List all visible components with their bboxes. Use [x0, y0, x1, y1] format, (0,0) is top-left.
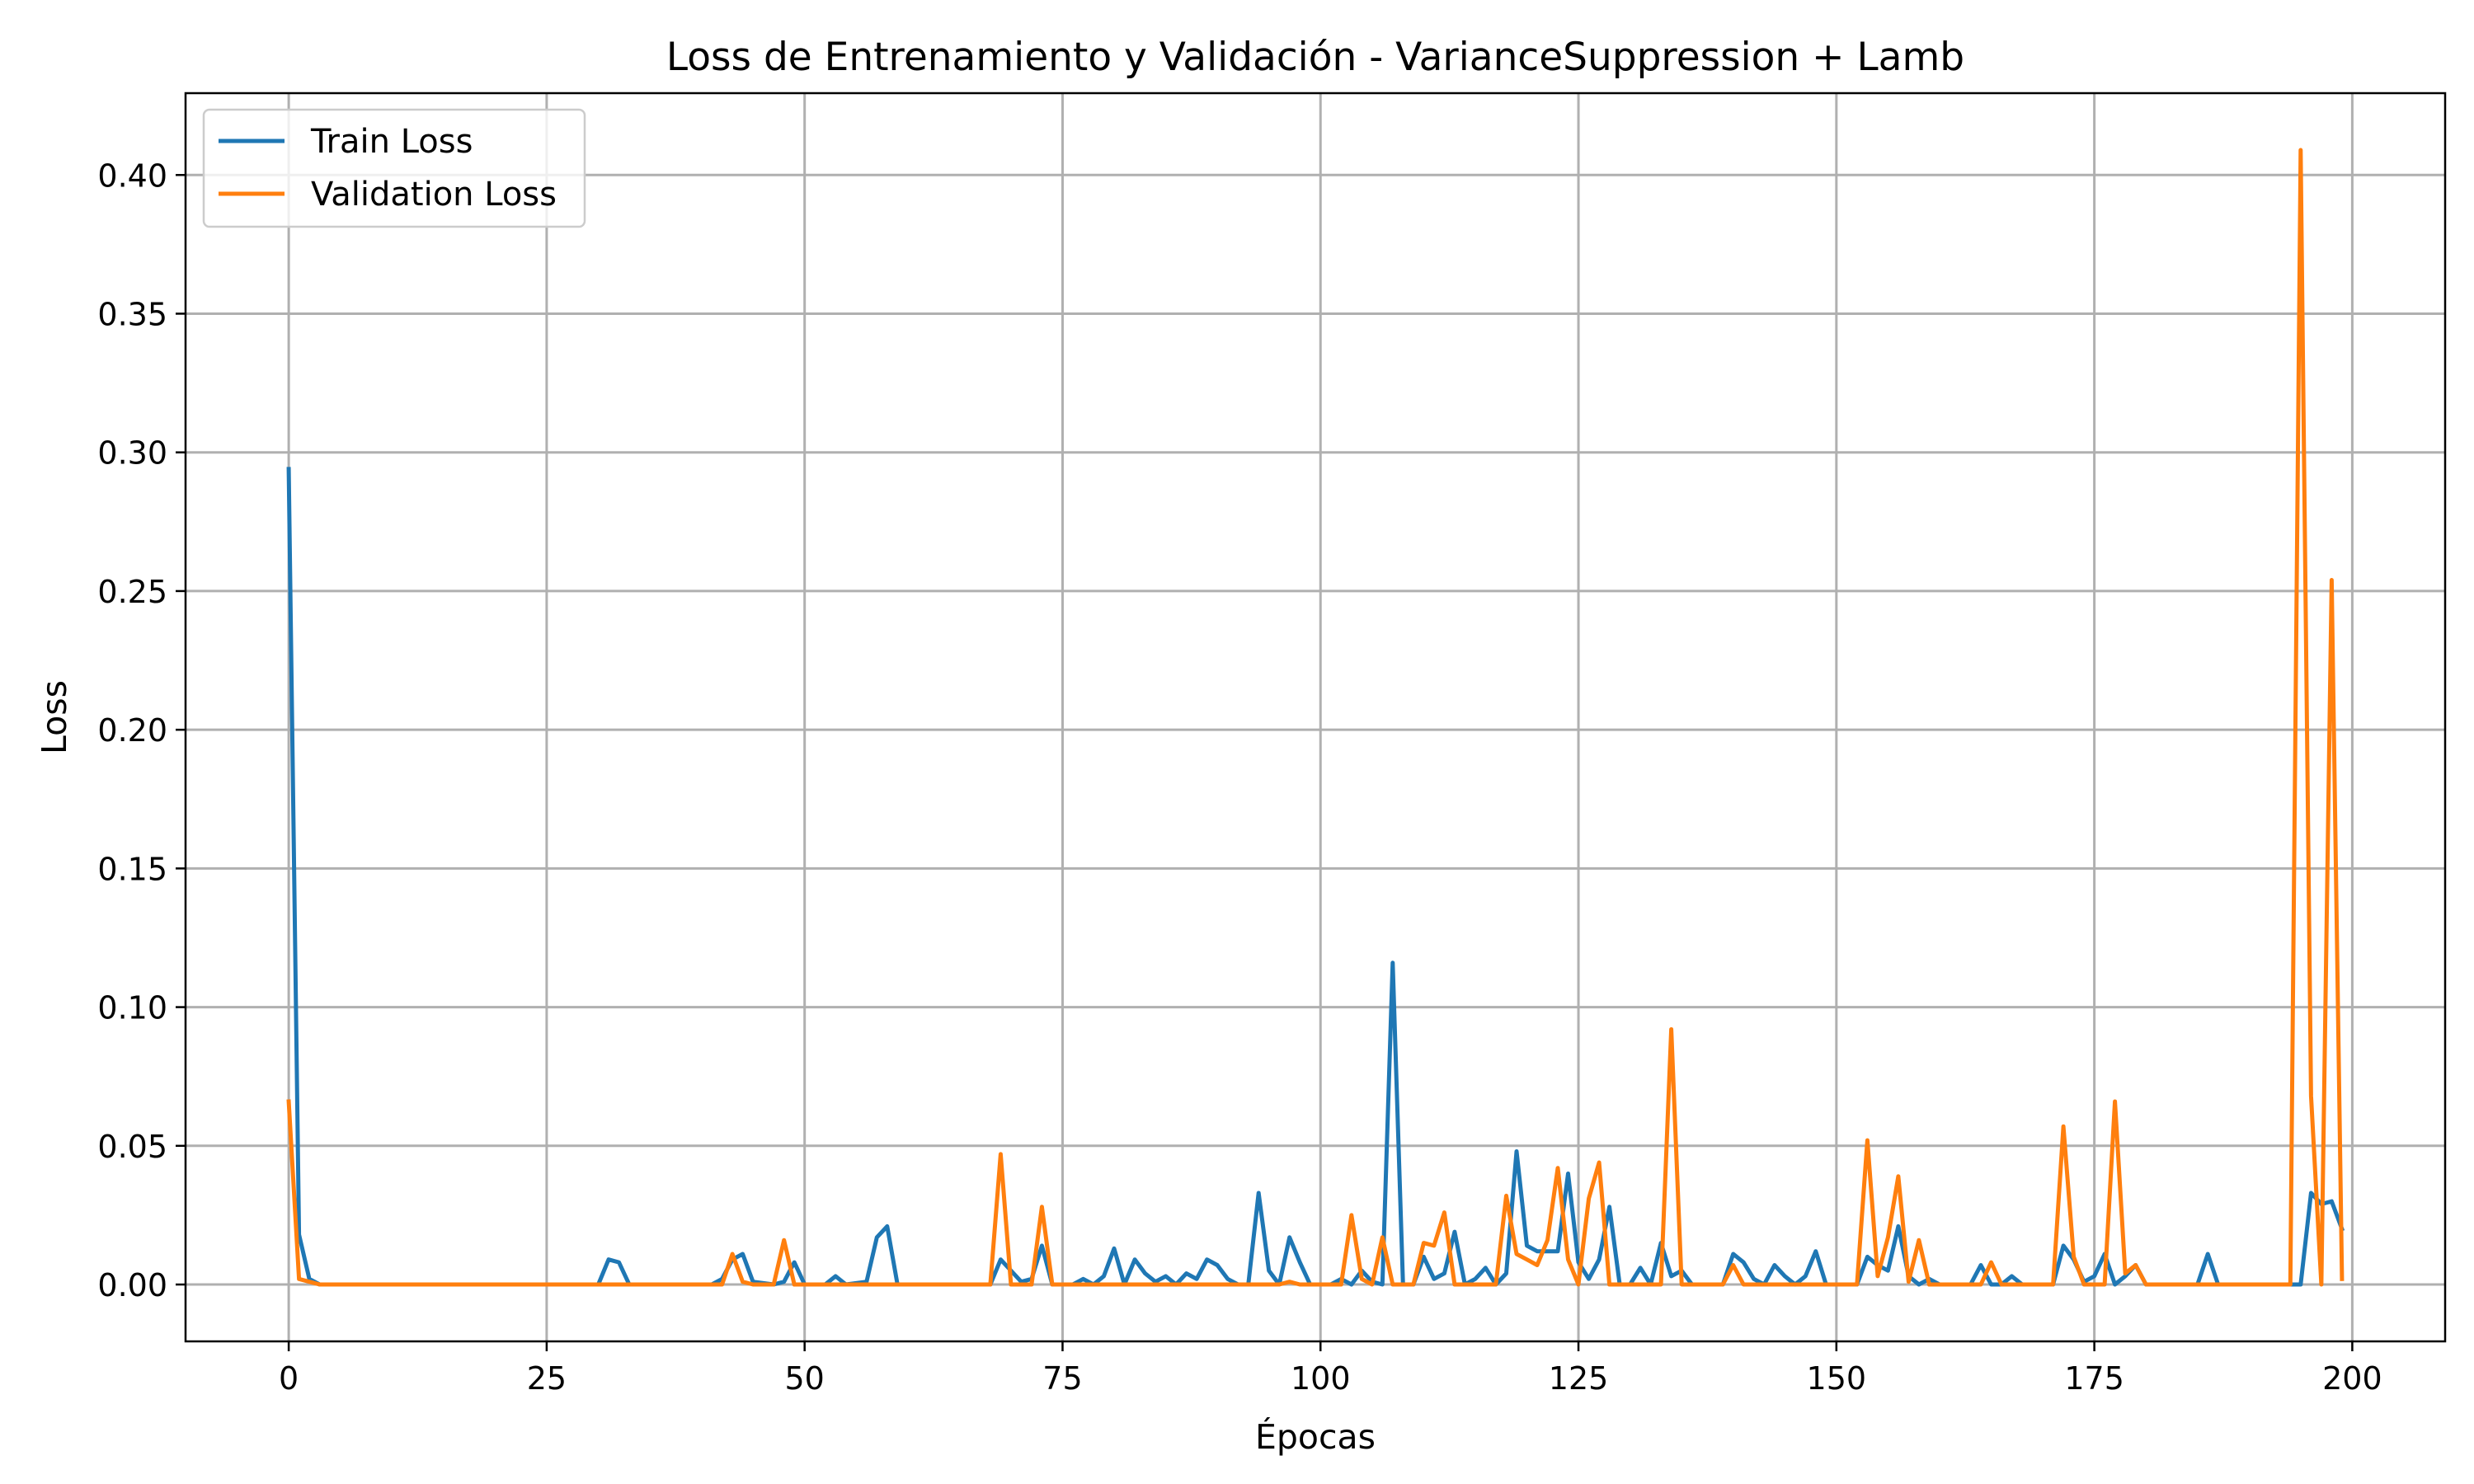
y-axis-label: Loss — [35, 680, 74, 754]
legend: Train Loss Validation Loss — [202, 108, 586, 228]
y-tick-label: 0.15 — [97, 851, 167, 887]
validation-loss-line — [286, 148, 2345, 1287]
x-tick-label: 150 — [1807, 1360, 1867, 1397]
y-tick-label: 0.05 — [97, 1129, 167, 1165]
y-tick-label: 0.40 — [97, 157, 167, 194]
y-tick-label: 0.30 — [97, 435, 167, 472]
x-tick-label: 75 — [1042, 1360, 1082, 1397]
chart-title: Loss de Entrenamiento y Validación - Var… — [666, 35, 1964, 80]
legend-label-train: Train Loss — [310, 123, 473, 161]
axis-ticks: 0 25 50 75 100 125 150 175 200 0.00 0.05 0.10 0.15 0.… — [97, 157, 2382, 1397]
x-tick-label: 200 — [2322, 1360, 2382, 1397]
legend-box — [202, 108, 586, 228]
y-tick-label: 0.25 — [97, 574, 167, 610]
plot-area-frame — [184, 92, 2447, 1343]
y-tick-label: 0.35 — [97, 296, 167, 332]
x-axis-label: Épocas — [1255, 1417, 1376, 1457]
y-tick-label: 0.00 — [97, 1267, 167, 1303]
x-tick-label: 125 — [1549, 1360, 1609, 1397]
x-tick-label: 25 — [527, 1360, 567, 1397]
x-tick-label: 50 — [785, 1360, 825, 1397]
y-tick-label: 0.20 — [97, 712, 167, 749]
x-tick-label: 100 — [1291, 1360, 1351, 1397]
y-tick-label: 0.10 — [97, 990, 167, 1026]
x-tick-label: 0 — [279, 1360, 299, 1397]
x-tick-label: 175 — [2064, 1360, 2124, 1397]
series-lines — [286, 148, 2345, 1287]
train-loss-line — [286, 467, 2345, 1287]
legend-label-validation: Validation Loss — [311, 176, 557, 214]
